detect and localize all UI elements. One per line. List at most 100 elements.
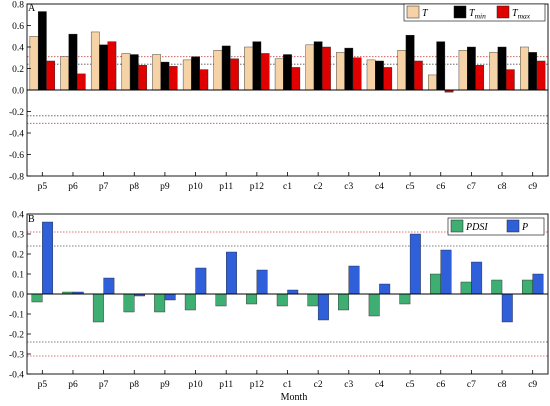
x-tick-label: p12 [250,182,265,192]
bar-tmin-p8 [129,54,139,91]
bar-tmin-p12 [252,41,262,91]
bar-p-p9 [164,293,176,301]
bar-p-c5 [409,233,421,295]
y-tick-label: -0.8 [9,172,24,182]
x-tick-label: c8 [498,182,507,192]
y-tick-label: 0.8 [12,0,24,10]
bar-p-p12 [256,269,268,295]
bar-pdsi-p5 [31,293,43,303]
bar-pdsi-c4 [368,293,380,317]
legend-box [403,3,546,22]
bar-pdsi-c5 [399,293,411,305]
y-tick-label: 0.3 [12,230,24,240]
legend-label-t: T [422,8,429,19]
x-tick-label: p11 [219,380,233,390]
bar-tmax-c8 [505,69,515,91]
x-tick-label: p5 [38,182,48,192]
bar-tmin-c1 [283,54,292,91]
bar-tmax-c1 [291,67,301,91]
bar-pdsi-c2 [307,293,319,307]
bar-p-c4 [379,283,391,295]
y-tick-label: 0.0 [12,86,24,96]
bar-t-c1 [274,58,284,91]
bar-tmin-c9 [528,52,538,91]
bar-tmax-c5 [414,60,423,91]
bar-tmax-c2 [322,46,331,91]
y-tick-label: -0.4 [9,370,24,380]
bar-p-c9 [532,273,544,295]
y-tick-label: 0.0 [12,290,24,300]
y-tick-label: -0.4 [9,129,24,139]
x-tick-label: p7 [99,182,109,192]
bar-tmax-c4 [383,67,393,91]
x-tick-label: p12 [250,380,265,390]
bar-p-c2 [317,293,329,321]
bar-p-c3 [348,265,360,295]
bar-p-p5 [42,221,54,295]
x-tick-label: p6 [68,182,78,192]
bar-pdsi-c1 [276,293,288,307]
y-tick-label: 0.2 [12,65,24,75]
x-tick-label: c9 [528,182,537,192]
bar-p-c7 [471,261,483,295]
bar-pdsi-p7 [92,293,104,323]
bar-pdsi-c8 [491,279,503,295]
legend-box [447,217,545,236]
panel-a-chart: A 0.8 0.6 0.4 0.2 0.0 -0.2 -0.4 -0.6 -0.8 p5 p6 p7 p… [9,0,549,192]
bar-pdsi-p11 [215,293,227,307]
bar-tmin-c6 [436,41,446,91]
bar-tmax-p12 [260,53,270,91]
legend-label-pdsi: PDSI [465,222,488,233]
x-tick-label: p10 [188,182,203,192]
x-tick-label: c4 [375,182,384,192]
y-tick-label: -0.1 [9,310,24,320]
x-tick-label: p6 [68,380,78,390]
x-tick-label: c5 [406,380,415,390]
x-tick-label: c1 [283,380,292,390]
x-tick-label: c5 [406,182,415,192]
x-tick-label: p9 [160,380,170,390]
bar-pdsi-c6 [430,273,441,295]
bar-p-c6 [440,249,452,295]
bar-t-c3 [336,52,345,91]
bar-tmin-p10 [191,56,200,91]
bar-tmax-p9 [168,66,178,91]
x-tick-label: c2 [314,182,323,192]
y-tick-label: 0.2 [12,250,24,260]
bar-tmin-c2 [313,41,323,91]
bar-t-c7 [458,50,468,91]
bar-p-p7 [103,277,115,295]
bar-pdsi-p12 [246,293,258,305]
bar-tmin-p6 [68,33,78,91]
panel-b-label: B [28,214,35,225]
bar-t-p8 [121,53,131,91]
legend-swatch-tmin [453,5,467,19]
bar-t-c9 [520,46,529,91]
y-tick-label: 0.6 [12,22,24,32]
bar-tmin-c3 [344,47,354,91]
bar-pdsi-c7 [460,281,472,295]
bar-pdsi-p8 [123,293,135,313]
bar-t-p6 [60,56,70,91]
x-tick-label: c1 [283,182,292,192]
x-tick-label: c2 [314,380,323,390]
bar-pdsi-c9 [521,279,533,295]
x-tick-label: p8 [130,182,140,192]
bar-tmax-p6 [76,73,86,91]
x-axis-title: Month [281,392,308,403]
bar-p-c8 [501,293,513,323]
bar-tmax-p8 [138,65,147,91]
bar-p-c1 [287,289,299,295]
bar-t-c5 [397,50,407,91]
bar-t-p10 [182,59,192,91]
x-tick-label: c9 [528,380,537,390]
bar-tmin-c8 [497,46,507,91]
bar-t-c8 [489,52,499,91]
x-tick-label: p7 [99,380,109,390]
y-tick-label: -0.6 [9,151,24,161]
x-tick-label: p5 [38,380,48,390]
x-tick-label: p10 [188,380,203,390]
x-tick-label: c7 [467,380,476,390]
x-tick-label: c8 [498,380,507,390]
